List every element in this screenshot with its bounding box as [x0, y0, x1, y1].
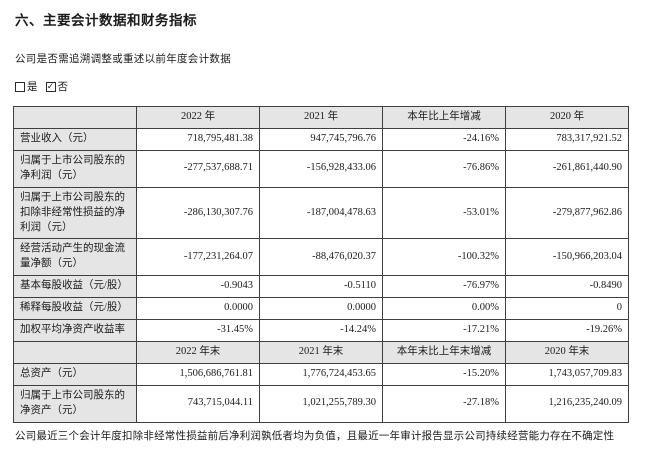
section-title: 六、主要会计数据和财务指标 [15, 13, 197, 28]
table-row: 归属于上市公司股东的净利润（元） -277,537,688.71 -156,92… [13, 149, 629, 188]
checkbox-no: ✓ 否 [45, 79, 69, 94]
cell-value: -27.18% [382, 384, 506, 423]
cell-value: 947,745,796.76 [259, 128, 383, 151]
restatement-question: 公司是否需追溯调整或重述以前年度会计数据 [15, 54, 231, 65]
cell-value: -31.45% [136, 319, 260, 342]
annual-header-row: 2022 年 2021 年 本年比上年增减 2020 年 [13, 106, 629, 129]
cell-value: 1,216,235,240.09 [505, 384, 629, 423]
cell-value: -0.9043 [136, 275, 260, 299]
header-2022: 2022 年 [136, 106, 260, 129]
cell-value: -277,537,688.71 [136, 149, 260, 188]
checkbox-yes: 是 [15, 79, 38, 94]
header-2021-yearend: 2021 年末 [259, 340, 383, 364]
row-label: 归属于上市公司股东的净利润（元） [13, 149, 137, 188]
cell-value: -187,004,478.63 [259, 186, 383, 240]
header-yearend-change: 本年末比上年末增减 [382, 340, 506, 364]
row-label: 归属于上市公司股东的净资产（元） [13, 384, 137, 423]
row-label: 营业收入（元） [13, 128, 137, 151]
table-row: 归属于上市公司股东的净资产（元） 743,715,044.11 1,021,25… [13, 384, 629, 423]
table-row: 稀释每股收益（元/股） 0.0000 0.0000 0.00% 0 [13, 297, 629, 321]
cell-value: -279,877,962.86 [505, 186, 629, 240]
checkbox-yes-label: 是 [27, 82, 38, 93]
checkbox-checked-icon: ✓ [45, 81, 56, 92]
cell-value: -19.26% [505, 319, 629, 342]
key-financials-table: 2022 年 2021 年 本年比上年增减 2020 年 营业收入（元） 718… [13, 106, 629, 423]
cell-value: -17.21% [382, 319, 506, 342]
header-blank-cell [13, 340, 137, 364]
cell-value: -76.86% [382, 149, 506, 188]
cell-value: -100.32% [382, 238, 506, 277]
cell-value: -24.16% [382, 128, 506, 151]
header-2020: 2020 年 [505, 106, 629, 129]
cell-value: -14.24% [259, 319, 383, 342]
row-label: 基本每股收益（元/股） [13, 275, 137, 299]
checkbox-line: 是 ✓ 否 [15, 79, 644, 94]
cell-value: -0.8490 [505, 275, 629, 299]
cell-value: 783,317,921.52 [505, 128, 629, 151]
cell-value: 718,795,481.38 [136, 128, 260, 151]
cell-value: -156,928,433.06 [259, 149, 383, 188]
header-2020-yearend: 2020 年末 [505, 340, 629, 364]
cell-value: -0.5110 [259, 275, 383, 299]
cell-value: -261,861,440.90 [505, 149, 629, 188]
report-page: 六、主要会计数据和财务指标 公司是否需追溯调整或重述以前年度会计数据 是 ✓ 否 … [13, 13, 644, 442]
checkbox-unchecked-icon [15, 81, 25, 92]
table-row: 归属于上市公司股东的扣除非经常性损益的净利润（元） -286,130,307.7… [13, 186, 629, 240]
header-blank-cell [13, 106, 137, 129]
table-row: 基本每股收益（元/股） -0.9043 -0.5110 -76.97% -0.8… [13, 275, 629, 299]
cell-value: -15.20% [382, 362, 506, 386]
cell-value: 1,776,724,453.65 [259, 362, 383, 386]
cell-value: -88,476,020.37 [259, 238, 383, 277]
table-row: 加权平均净资产收益率 -31.45% -14.24% -17.21% -19.2… [13, 319, 629, 342]
table-row: 总资产（元） 1,506,686,761.81 1,776,724,453.65… [13, 362, 629, 386]
cell-value: 0.0000 [259, 297, 383, 321]
row-label: 稀释每股收益（元/股） [13, 297, 137, 321]
cell-value: 1,506,686,761.81 [136, 362, 260, 386]
cell-value: -177,231,264.07 [136, 238, 260, 277]
cell-value: 1,743,057,709.83 [505, 362, 629, 386]
table-row: 经营活动产生的现金流量净额（元） -177,231,264.07 -88,476… [13, 238, 629, 277]
yearend-header-row: 2022 年末 2021 年末 本年末比上年末增减 2020 年末 [13, 340, 629, 364]
cell-value: -76.97% [382, 275, 506, 299]
cell-value: -150,966,203.04 [505, 238, 629, 277]
going-concern-footnote: 公司最近三个会计年度扣除非经常性损益前后净利润孰低者均为负值，且最近一年审计报告… [15, 430, 615, 442]
row-label: 总资产（元） [13, 362, 137, 386]
cell-value: 0.00% [382, 297, 506, 321]
cell-value: 743,715,044.11 [136, 384, 260, 423]
row-label: 加权平均净资产收益率 [13, 319, 137, 342]
cell-value: -53.01% [382, 186, 506, 240]
header-2021: 2021 年 [259, 106, 383, 129]
header-yoy-change: 本年比上年增减 [382, 106, 506, 129]
table-row: 营业收入（元） 718,795,481.38 947,745,796.76 -2… [13, 128, 629, 151]
checkbox-no-label: 否 [57, 82, 69, 93]
cell-value: -286,130,307.76 [136, 186, 260, 240]
row-label: 经营活动产生的现金流量净额（元） [13, 238, 137, 277]
cell-value: 1,021,255,789.30 [259, 384, 383, 423]
row-label: 归属于上市公司股东的扣除非经常性损益的净利润（元） [13, 186, 137, 240]
header-2022-yearend: 2022 年末 [136, 340, 260, 364]
cell-value: 0.0000 [136, 297, 260, 321]
cell-value: 0 [505, 297, 629, 321]
